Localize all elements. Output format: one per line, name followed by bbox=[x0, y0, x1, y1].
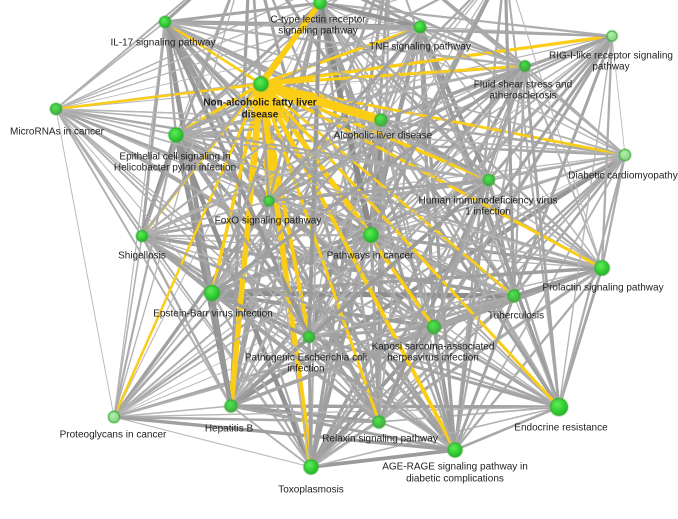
svg-text:Relaxin signaling pathway: Relaxin signaling pathway bbox=[322, 434, 438, 445]
svg-text:Shigellosis: Shigellosis bbox=[118, 251, 166, 262]
svg-text:Prolactin signaling pathway: Prolactin signaling pathway bbox=[542, 283, 663, 294]
svg-text:Epithelial cell signaling in: Epithelial cell signaling in bbox=[119, 152, 230, 163]
svg-text:Proteoglycans in cancer: Proteoglycans in cancer bbox=[60, 430, 167, 441]
svg-text:Toxoplasmosis: Toxoplasmosis bbox=[278, 485, 344, 496]
svg-text:Diabetic cardiomyopathy: Diabetic cardiomyopathy bbox=[568, 171, 678, 182]
svg-text:Helicobacter pylori infection: Helicobacter pylori infection bbox=[114, 163, 236, 174]
svg-text:Pathways in cancer: Pathways in cancer bbox=[327, 251, 414, 262]
svg-text:infection: infection bbox=[287, 364, 324, 375]
svg-text:Non-alcoholic fatty liver: Non-alcoholic fatty liver bbox=[203, 98, 316, 109]
svg-text:AGE-RAGE signaling pathway in: AGE-RAGE signaling pathway in bbox=[382, 462, 528, 473]
svg-text:Human immunodeficiency virus: Human immunodeficiency virus bbox=[419, 196, 558, 207]
svg-text:1 infection: 1 infection bbox=[465, 207, 511, 218]
svg-text:FoxO signaling pathway: FoxO signaling pathway bbox=[215, 216, 322, 227]
svg-text:Hepatitis B: Hepatitis B bbox=[205, 424, 254, 435]
svg-text:diabetic complications: diabetic complications bbox=[406, 474, 504, 485]
svg-text:Pathogenic Escherichia coli: Pathogenic Escherichia coli bbox=[245, 353, 367, 364]
svg-text:Fluid shear stress and: Fluid shear stress and bbox=[474, 80, 572, 91]
svg-text:Endocrine resistance: Endocrine resistance bbox=[514, 423, 608, 434]
svg-text:Epstein-Barr virus infection: Epstein-Barr virus infection bbox=[153, 309, 273, 320]
svg-text:Alcoholic liver disease: Alcoholic liver disease bbox=[334, 131, 433, 142]
svg-text:disease: disease bbox=[242, 110, 279, 121]
svg-text:signaling pathway: signaling pathway bbox=[278, 26, 358, 37]
svg-text:herpesvirus infection: herpesvirus infection bbox=[387, 353, 479, 364]
svg-text:Kaposi sarcoma-associated: Kaposi sarcoma-associated bbox=[372, 342, 495, 353]
svg-text:C-type lectin receptor: C-type lectin receptor bbox=[270, 15, 366, 26]
svg-text:Tuberculosis: Tuberculosis bbox=[488, 311, 544, 322]
svg-text:pathway: pathway bbox=[592, 62, 629, 73]
svg-text:TNF signaling pathway: TNF signaling pathway bbox=[369, 42, 471, 53]
svg-text:IL-17 signaling pathway: IL-17 signaling pathway bbox=[110, 38, 215, 49]
svg-text:RIG-I-like receptor signaling: RIG-I-like receptor signaling bbox=[549, 51, 673, 62]
svg-text:MicroRNAs in cancer: MicroRNAs in cancer bbox=[10, 127, 105, 138]
svg-text:atherosclerosis: atherosclerosis bbox=[489, 91, 556, 102]
